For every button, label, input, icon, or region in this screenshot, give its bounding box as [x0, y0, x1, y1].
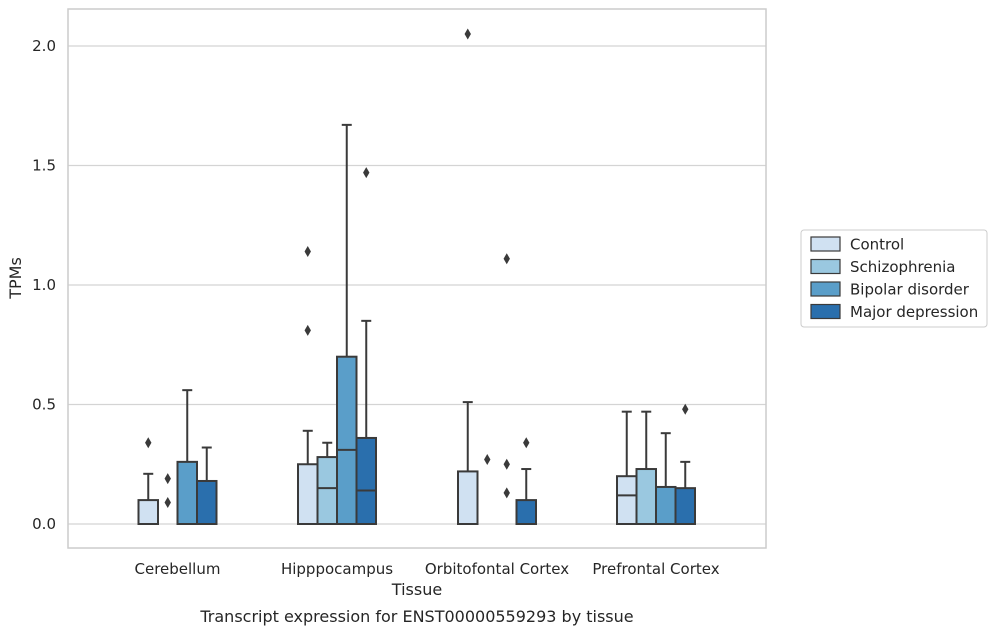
x-tick-label: Hipppocampus — [281, 560, 393, 578]
chart-caption: Transcript expression for ENST0000055929… — [199, 607, 633, 626]
box-body — [616, 475, 638, 526]
outlier-point — [503, 253, 510, 265]
grid-layer — [68, 45, 766, 525]
box-0-1 — [164, 473, 171, 508]
box-3-2 — [655, 432, 677, 525]
legend-label: Control — [850, 236, 904, 254]
legend-items: Control Schizophrenia Bipolar disorder Majo… — [810, 236, 978, 321]
x-tick-label: Orbitofontal Cortex — [425, 560, 569, 578]
box-1-0 — [297, 246, 319, 525]
box-3-1 — [635, 410, 657, 525]
outlier-point — [145, 437, 152, 449]
outlier-point — [304, 246, 311, 258]
box-body — [336, 355, 358, 526]
outlier-point — [503, 487, 510, 499]
box-1-1 — [316, 441, 338, 525]
legend-label: Schizophrenia — [850, 258, 955, 276]
legend-label: Major depression — [850, 303, 978, 321]
x-tick-label: Prefrontal Cortex — [592, 560, 719, 578]
box-layer — [137, 28, 696, 526]
box-body — [137, 499, 159, 526]
x-tick-label: Cerebellum — [135, 560, 221, 578]
box-2-3 — [515, 437, 537, 526]
y-tick-label: 1.0 — [32, 276, 56, 294]
box-0-0 — [137, 437, 159, 526]
box-body — [515, 499, 537, 526]
y-tick-label: 2.0 — [32, 37, 56, 55]
outlier-point — [363, 167, 370, 179]
box-body — [297, 463, 319, 525]
outlier-point — [503, 458, 510, 470]
y-tick-labels: 0.0 0.5 1.0 1.5 2.0 — [32, 37, 56, 533]
y-tick-label: 0.5 — [32, 396, 56, 414]
box-body — [674, 487, 696, 525]
box-body — [355, 436, 377, 525]
legend-label: Bipolar disorder — [850, 281, 970, 299]
outlier-point — [164, 496, 171, 508]
outlier-point — [484, 453, 491, 465]
legend-swatch — [810, 258, 841, 275]
box-2-1 — [484, 453, 491, 465]
box-0-2 — [176, 389, 198, 525]
legend-swatch — [810, 281, 841, 297]
box-2-2 — [503, 253, 510, 499]
outlier-point — [304, 324, 311, 336]
box-1-2 — [336, 123, 358, 526]
outlier-point — [464, 28, 471, 40]
box-body — [655, 485, 677, 525]
outlier-point — [164, 473, 171, 485]
plot-frame — [67, 8, 767, 549]
box-body — [457, 470, 479, 526]
box-body — [635, 468, 657, 525]
box-body — [316, 456, 338, 525]
box-3-0 — [616, 410, 638, 526]
box-2-0 — [457, 28, 479, 526]
legend: Control Schizophrenia Bipolar disorder Majo… — [800, 229, 988, 328]
outlier-point — [523, 437, 530, 449]
legend-swatch — [810, 303, 841, 320]
legend-frame — [800, 229, 988, 328]
y-tick-label: 0.0 — [32, 515, 56, 533]
legend-swatch — [810, 236, 841, 252]
box-body — [176, 460, 198, 525]
y-axis-label: TPMs — [6, 257, 25, 300]
x-tick-labels: Cerebellum Hipppocampus Orbitofontal Corte… — [135, 560, 720, 578]
x-axis-label: Tissue — [391, 580, 442, 599]
box-1-3 — [355, 167, 377, 525]
box-0-3 — [196, 446, 218, 526]
box-body — [196, 479, 218, 526]
y-tick-label: 1.5 — [32, 157, 56, 175]
box-3-3 — [674, 403, 696, 525]
outlier-point — [682, 403, 689, 415]
